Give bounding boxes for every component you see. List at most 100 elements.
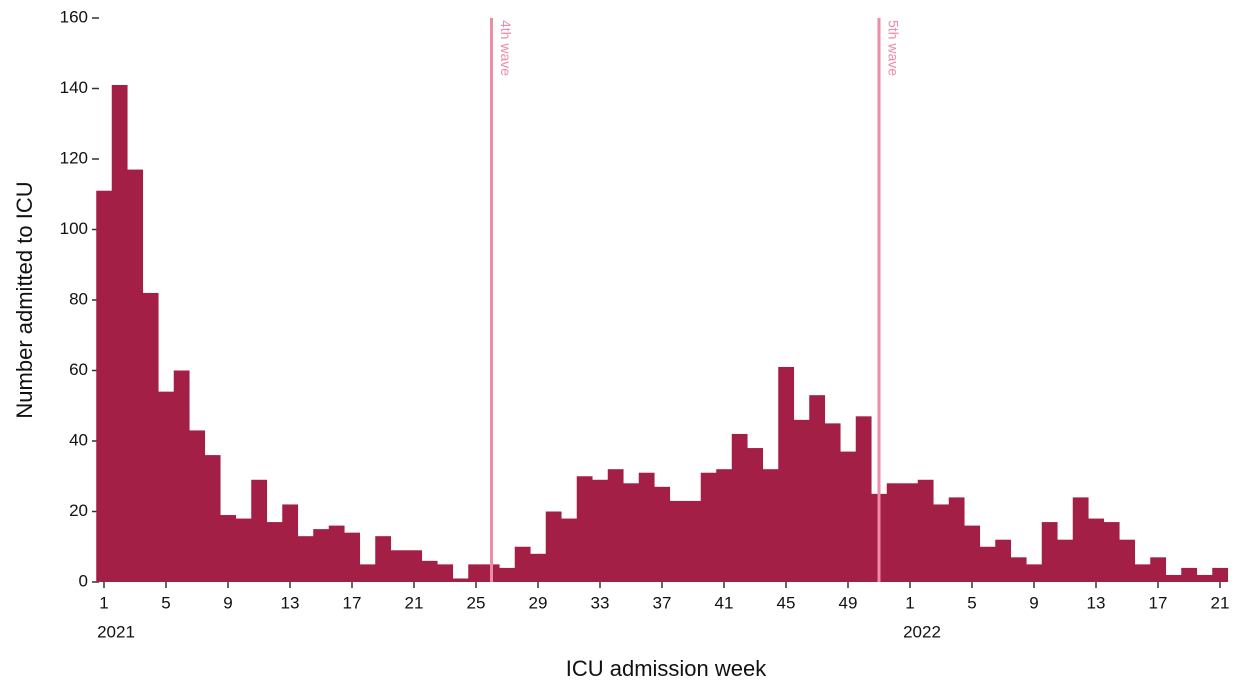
bar — [158, 391, 175, 582]
year-label: 2021 — [97, 622, 135, 641]
bar — [1181, 567, 1198, 582]
bar — [313, 529, 330, 582]
x-tick-label: 9 — [223, 593, 232, 612]
x-tick-label: 13 — [1087, 593, 1106, 612]
bar — [282, 504, 299, 582]
bar — [669, 500, 686, 582]
bar — [995, 539, 1012, 582]
bar — [855, 416, 872, 582]
bar — [654, 486, 671, 582]
x-tick-label: 1 — [99, 593, 108, 612]
bar — [824, 423, 841, 582]
bar — [530, 553, 547, 582]
bar — [576, 476, 593, 582]
x-tick-label: 37 — [653, 593, 672, 612]
bar — [111, 84, 128, 582]
x-tick-label: 17 — [343, 593, 362, 612]
x-tick-label: 13 — [281, 593, 300, 612]
bar — [1041, 522, 1058, 582]
bar — [1212, 567, 1229, 582]
bar — [607, 469, 624, 582]
bar — [1103, 522, 1120, 582]
wave-label: 4th wave — [498, 20, 514, 76]
bar — [251, 479, 268, 582]
x-tick-label: 49 — [839, 593, 858, 612]
x-tick-label: 5 — [967, 593, 976, 612]
x-tick-label: 5 — [161, 593, 170, 612]
y-tick-label: 20 — [69, 501, 88, 520]
bar — [1010, 557, 1027, 582]
x-tick-label: 21 — [1211, 593, 1230, 612]
bar — [189, 430, 206, 582]
bar — [468, 564, 485, 582]
bar — [437, 564, 454, 582]
y-tick-label: 60 — [69, 360, 88, 379]
x-tick-label: 25 — [467, 593, 486, 612]
y-tick-label: 120 — [60, 148, 88, 167]
bar — [685, 500, 702, 582]
bar — [762, 469, 779, 582]
x-tick-label: 41 — [715, 593, 734, 612]
y-tick-label: 100 — [60, 219, 88, 238]
bar — [1196, 574, 1213, 582]
bar — [979, 546, 996, 582]
bar — [406, 550, 423, 582]
y-tick-label: 0 — [79, 571, 88, 590]
x-tick-label: 29 — [529, 593, 548, 612]
bar — [948, 497, 965, 582]
bar — [127, 169, 144, 582]
x-axis-title: ICU admission week — [566, 656, 768, 681]
bar — [1165, 574, 1182, 582]
bar — [886, 483, 903, 582]
y-tick-label: 40 — [69, 430, 88, 449]
bar — [731, 433, 748, 582]
bar — [96, 190, 113, 582]
bar — [545, 511, 562, 582]
bar — [964, 525, 981, 582]
bar — [592, 479, 609, 582]
bar — [390, 550, 407, 582]
bar — [344, 532, 361, 582]
x-tick-label: 45 — [777, 593, 796, 612]
bar — [917, 479, 934, 582]
bar — [142, 292, 159, 582]
bar — [204, 455, 221, 582]
bar — [793, 419, 810, 582]
x-tick-label: 33 — [591, 593, 610, 612]
bar — [421, 560, 438, 582]
x-tick-label: 17 — [1149, 593, 1168, 612]
bar — [220, 515, 237, 582]
bar — [452, 578, 469, 582]
bar — [1150, 557, 1167, 582]
bar — [840, 451, 857, 582]
y-tick-label: 80 — [69, 289, 88, 308]
bar — [623, 483, 640, 582]
bar — [933, 504, 950, 582]
bar — [700, 472, 717, 582]
bar — [375, 536, 392, 582]
bar — [235, 518, 252, 582]
bar — [902, 483, 919, 582]
bar — [1026, 564, 1043, 582]
bar — [1119, 539, 1136, 582]
x-tick-label: 21 — [405, 593, 424, 612]
bar — [809, 395, 826, 582]
bar — [638, 472, 655, 582]
bar — [778, 366, 795, 582]
bar — [747, 448, 764, 582]
bar — [1057, 539, 1074, 582]
y-tick-label: 140 — [60, 78, 88, 97]
wave-label: 5th wave — [885, 20, 901, 76]
bar — [297, 536, 314, 582]
y-axis-title: Number admitted to ICU — [12, 181, 37, 418]
bar — [1134, 564, 1151, 582]
bar — [1088, 518, 1105, 582]
x-tick-label: 1 — [905, 593, 914, 612]
y-tick-label: 160 — [60, 7, 88, 26]
bar — [359, 564, 376, 582]
bar — [173, 370, 190, 582]
bar — [1072, 497, 1089, 582]
bar — [561, 518, 578, 582]
bar — [514, 546, 531, 582]
